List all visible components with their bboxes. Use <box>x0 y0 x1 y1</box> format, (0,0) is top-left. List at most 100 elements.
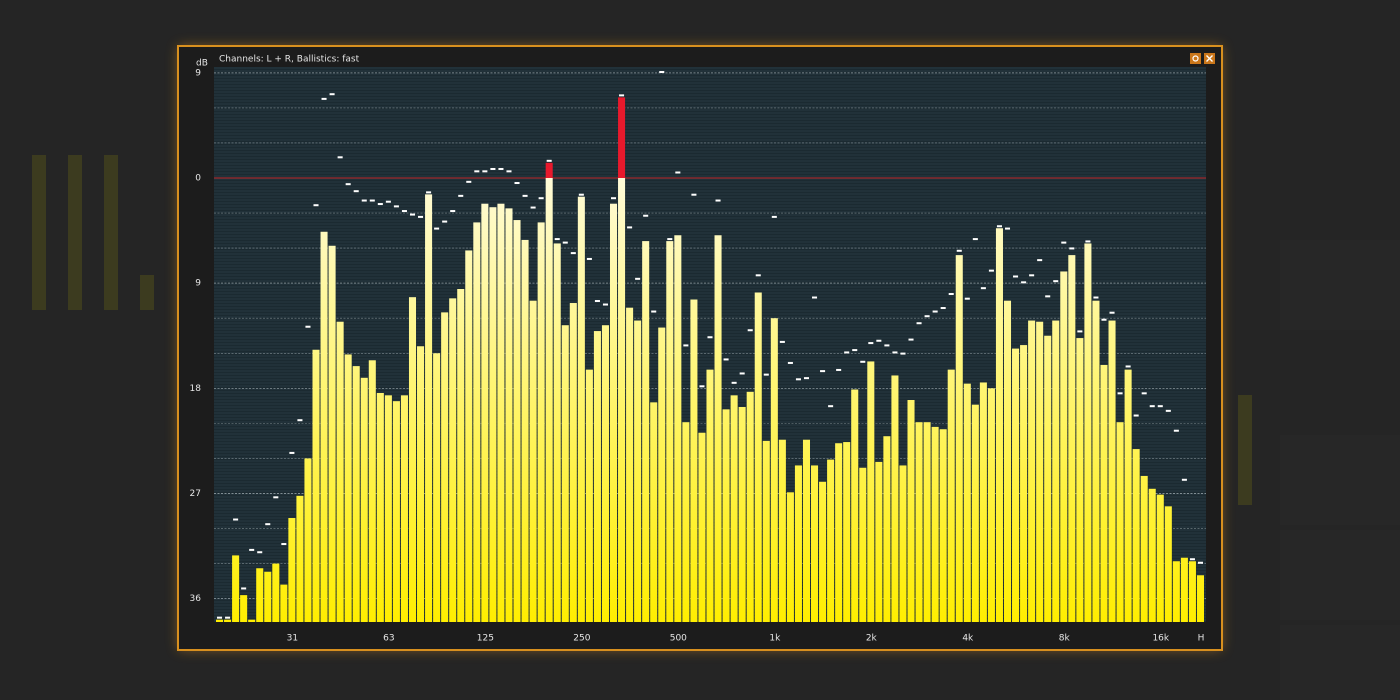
bar <box>384 395 392 622</box>
bar <box>1028 320 1036 622</box>
bar <box>1196 575 1204 622</box>
peak-marker <box>1133 414 1139 417</box>
bar <box>1044 335 1052 622</box>
peak-marker <box>506 170 512 173</box>
bar <box>264 571 272 622</box>
peak-marker <box>763 373 769 376</box>
peak-marker <box>844 351 850 354</box>
bar <box>907 400 915 622</box>
peak-marker <box>964 297 970 300</box>
bar <box>706 369 714 622</box>
bar <box>601 325 609 622</box>
bar <box>1180 557 1188 622</box>
peak-marker <box>940 307 946 310</box>
bar <box>1084 243 1092 622</box>
bar <box>481 203 489 622</box>
peak-marker <box>868 342 874 345</box>
bar <box>963 383 971 622</box>
bar <box>529 300 537 622</box>
peak-marker <box>1109 311 1115 314</box>
peak-marker <box>627 226 633 229</box>
window-title: Channels: L + R, Ballistics: fast <box>219 55 360 65</box>
peak-marker <box>466 180 472 183</box>
peak-marker <box>393 205 399 208</box>
peak-marker <box>1077 330 1083 333</box>
peak-marker <box>675 171 681 174</box>
peak-marker <box>530 206 536 209</box>
settings-button[interactable] <box>1190 53 1201 64</box>
bar <box>875 461 883 622</box>
peak-marker <box>731 381 737 384</box>
peak-marker <box>377 203 383 206</box>
bar <box>1068 255 1076 622</box>
peak-marker <box>755 274 761 277</box>
peak-marker <box>1141 392 1147 395</box>
bar <box>240 595 248 622</box>
bar <box>248 619 256 622</box>
bar <box>987 388 995 622</box>
bar <box>1012 348 1020 622</box>
peak-marker <box>619 94 625 97</box>
bar <box>521 239 529 622</box>
bar <box>224 619 232 622</box>
bar <box>1100 364 1108 622</box>
x-tick-label: 63 <box>383 634 394 644</box>
x-tick-label: 31 <box>287 634 298 644</box>
bar <box>843 442 851 622</box>
bar <box>955 255 963 622</box>
peak-marker <box>273 496 279 499</box>
bar <box>762 440 770 622</box>
bar <box>891 375 899 622</box>
bar <box>947 369 955 622</box>
bar <box>1036 321 1044 622</box>
bar <box>658 327 666 622</box>
bar <box>505 208 513 622</box>
peak-marker <box>1101 318 1107 321</box>
peak-marker <box>1021 281 1027 284</box>
bar <box>232 555 240 622</box>
peak-marker <box>418 215 424 218</box>
bar <box>360 377 368 622</box>
peak-marker <box>852 349 858 352</box>
bar <box>626 307 634 622</box>
peak-marker <box>1029 274 1035 277</box>
peak-marker <box>771 215 777 218</box>
bar <box>593 331 601 622</box>
bar <box>754 292 762 622</box>
bar <box>537 222 545 622</box>
x-tick-label: 16k <box>1152 634 1169 644</box>
peak-marker <box>289 451 295 454</box>
peak-marker <box>1045 295 1051 298</box>
peak-marker <box>610 197 617 200</box>
bar <box>714 235 722 622</box>
bar <box>352 366 360 622</box>
peak-marker <box>699 385 705 388</box>
peak-marker <box>916 322 922 325</box>
bar <box>811 465 819 622</box>
peak-marker <box>803 377 810 380</box>
bar <box>441 312 449 622</box>
peak-marker <box>217 616 223 619</box>
peak-marker <box>779 340 785 343</box>
peak-marker <box>659 71 665 74</box>
bar <box>569 303 577 622</box>
peak-marker <box>651 310 657 313</box>
bar <box>1140 475 1148 622</box>
y-tick-label: 9 <box>195 68 201 78</box>
bar <box>931 426 939 622</box>
bar <box>1156 494 1164 622</box>
bar <box>1108 320 1116 622</box>
bar <box>738 407 746 622</box>
bar <box>609 203 618 622</box>
bar <box>457 289 465 622</box>
bar <box>288 518 296 622</box>
peak-marker <box>635 277 641 280</box>
peak-marker <box>1157 405 1163 408</box>
bar <box>497 203 505 622</box>
bar <box>634 320 642 622</box>
peak-marker <box>860 360 866 363</box>
bar-over <box>545 162 553 178</box>
bar <box>417 346 425 622</box>
peak-marker <box>1085 240 1091 243</box>
peak-marker <box>1037 259 1043 262</box>
